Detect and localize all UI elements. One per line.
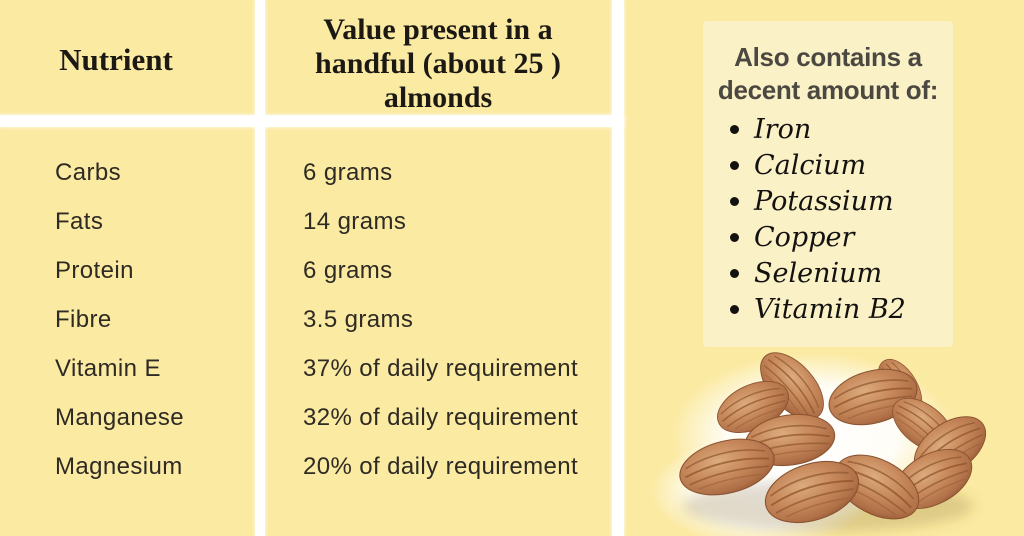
nutrient-column-header: Nutrient bbox=[59, 42, 173, 77]
table-row: Magnesium 20% of daily requirement bbox=[0, 442, 612, 491]
nutrient-name: Magnesium bbox=[55, 452, 183, 480]
nutrient-name: Carbs bbox=[55, 158, 122, 186]
list-item: Vitamin B2 bbox=[703, 291, 953, 327]
bullet-icon bbox=[730, 124, 739, 134]
nutrient-name: Vitamin E bbox=[55, 354, 161, 382]
column-divider-left bbox=[255, 0, 265, 536]
minerals-list: Iron Calcium Potassium Copper Selenium V… bbox=[703, 111, 953, 327]
value-header-line: almonds bbox=[383, 81, 493, 114]
value-column-header: Value present in a handful (about 25 ) a… bbox=[266, 13, 610, 115]
bullet-icon bbox=[730, 268, 739, 278]
nutrient-value: 20% of daily requirement bbox=[303, 452, 579, 480]
table-row: Vitamin E 37% of daily requirement bbox=[0, 344, 612, 393]
nutrient-name: Fibre bbox=[55, 305, 112, 333]
nutrient-table: Carbs 6 grams Fats 14 grams Protein 6 gr… bbox=[0, 148, 612, 491]
almonds-photo bbox=[613, 324, 1024, 536]
also-contains-heading-line: Also contains a bbox=[734, 42, 922, 72]
mineral-label: Copper bbox=[754, 221, 855, 253]
nutrient-value: 6 grams bbox=[303, 256, 393, 284]
also-contains-heading-line: decent amount of: bbox=[717, 75, 939, 105]
nutrient-value: 37% of daily requirement bbox=[303, 354, 579, 382]
nutrient-value: 6 grams bbox=[303, 158, 393, 186]
also-contains-panel: Also contains a decent amount of: Iron C… bbox=[703, 21, 953, 347]
header-divider bbox=[0, 115, 624, 127]
almonds-illustration bbox=[613, 324, 1003, 536]
nutrient-value: 3.5 grams bbox=[303, 305, 414, 333]
column-divider-right bbox=[612, 0, 624, 536]
value-header-line: Value present in a bbox=[323, 13, 553, 46]
mineral-label: Potassium bbox=[754, 185, 894, 217]
nutrient-value: 14 grams bbox=[303, 207, 407, 235]
list-item: Potassium bbox=[703, 183, 953, 219]
bullet-icon bbox=[730, 232, 739, 242]
nutrient-name: Protein bbox=[55, 256, 134, 284]
mineral-label: Calcium bbox=[754, 149, 867, 181]
table-row: Carbs 6 grams bbox=[0, 148, 612, 197]
nutrient-name: Fats bbox=[55, 207, 104, 235]
table-row: Fats 14 grams bbox=[0, 197, 612, 246]
table-row: Manganese 32% of daily requirement bbox=[0, 393, 612, 442]
value-header-line: handful (about 25 ) bbox=[315, 47, 561, 80]
mineral-label: Vitamin B2 bbox=[754, 293, 906, 325]
table-row: Fibre 3.5 grams bbox=[0, 295, 612, 344]
mineral-label: Iron bbox=[754, 113, 812, 145]
bullet-icon bbox=[730, 304, 739, 314]
list-item: Copper bbox=[703, 219, 953, 255]
nutrient-value: 32% of daily requirement bbox=[303, 403, 579, 431]
table-row: Protein 6 grams bbox=[0, 246, 612, 295]
list-item: Selenium bbox=[703, 255, 953, 291]
list-item: Calcium bbox=[703, 147, 953, 183]
list-item: Iron bbox=[703, 111, 953, 147]
nutrient-name: Manganese bbox=[55, 403, 185, 431]
bullet-icon bbox=[730, 160, 739, 170]
bullet-icon bbox=[730, 196, 739, 206]
mineral-label: Selenium bbox=[754, 257, 883, 289]
also-contains-heading: Also contains a decent amount of: bbox=[703, 21, 953, 107]
